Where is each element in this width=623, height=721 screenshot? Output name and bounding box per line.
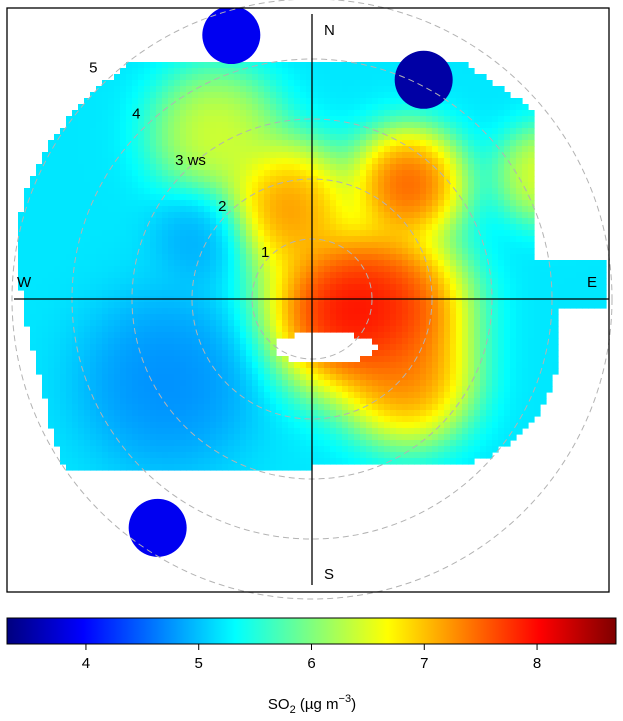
compass-label-south: S: [324, 566, 334, 583]
colorbar-label-rest: (µg m: [296, 696, 339, 713]
outlier-blob-1: [202, 8, 261, 65]
ring-label-4: 4: [132, 106, 140, 123]
colorbar-tick-label-7: 7: [420, 655, 428, 672]
compass-label-north: N: [324, 22, 335, 39]
ring-label-1: 1: [261, 244, 269, 261]
colorbar-label-sub: 2: [290, 704, 296, 716]
ring-label-3: 3 ws: [175, 152, 206, 169]
colorbar-label-end: ): [351, 696, 356, 713]
compass-label-west: W: [17, 274, 32, 291]
colorbar-label: SO2 (µg m−3): [268, 693, 356, 716]
ring-label-2: 2: [218, 198, 226, 215]
compass-label-east: E: [587, 274, 597, 291]
colorbar-label-main: SO: [268, 696, 290, 713]
ring-label-5: 5: [89, 60, 97, 77]
plot-frame: [6, 7, 610, 593]
colorbar-tick-label-8: 8: [533, 655, 541, 672]
ring-labels: 1 2 3 ws 4 5: [89, 60, 269, 261]
colorbar-tick-label-4: 4: [82, 655, 90, 672]
colorbar-label-sup: −3: [339, 693, 352, 705]
outlier-blob-2: [394, 50, 453, 109]
outlier-blob-3: [128, 498, 187, 557]
concentration-surface: [18, 8, 607, 557]
colorbar-gradient: [6, 617, 617, 645]
colorbar: 4 5 6 7 8 SO2 (µg m−3): [6, 617, 617, 716]
compass-axes: [14, 14, 609, 585]
colorbar-tick-label-6: 6: [307, 655, 315, 672]
ring-5: [11, 0, 613, 600]
colorbar-tick-label-5: 5: [195, 655, 203, 672]
colorbar-ticks: 4 5 6 7 8: [82, 644, 541, 672]
